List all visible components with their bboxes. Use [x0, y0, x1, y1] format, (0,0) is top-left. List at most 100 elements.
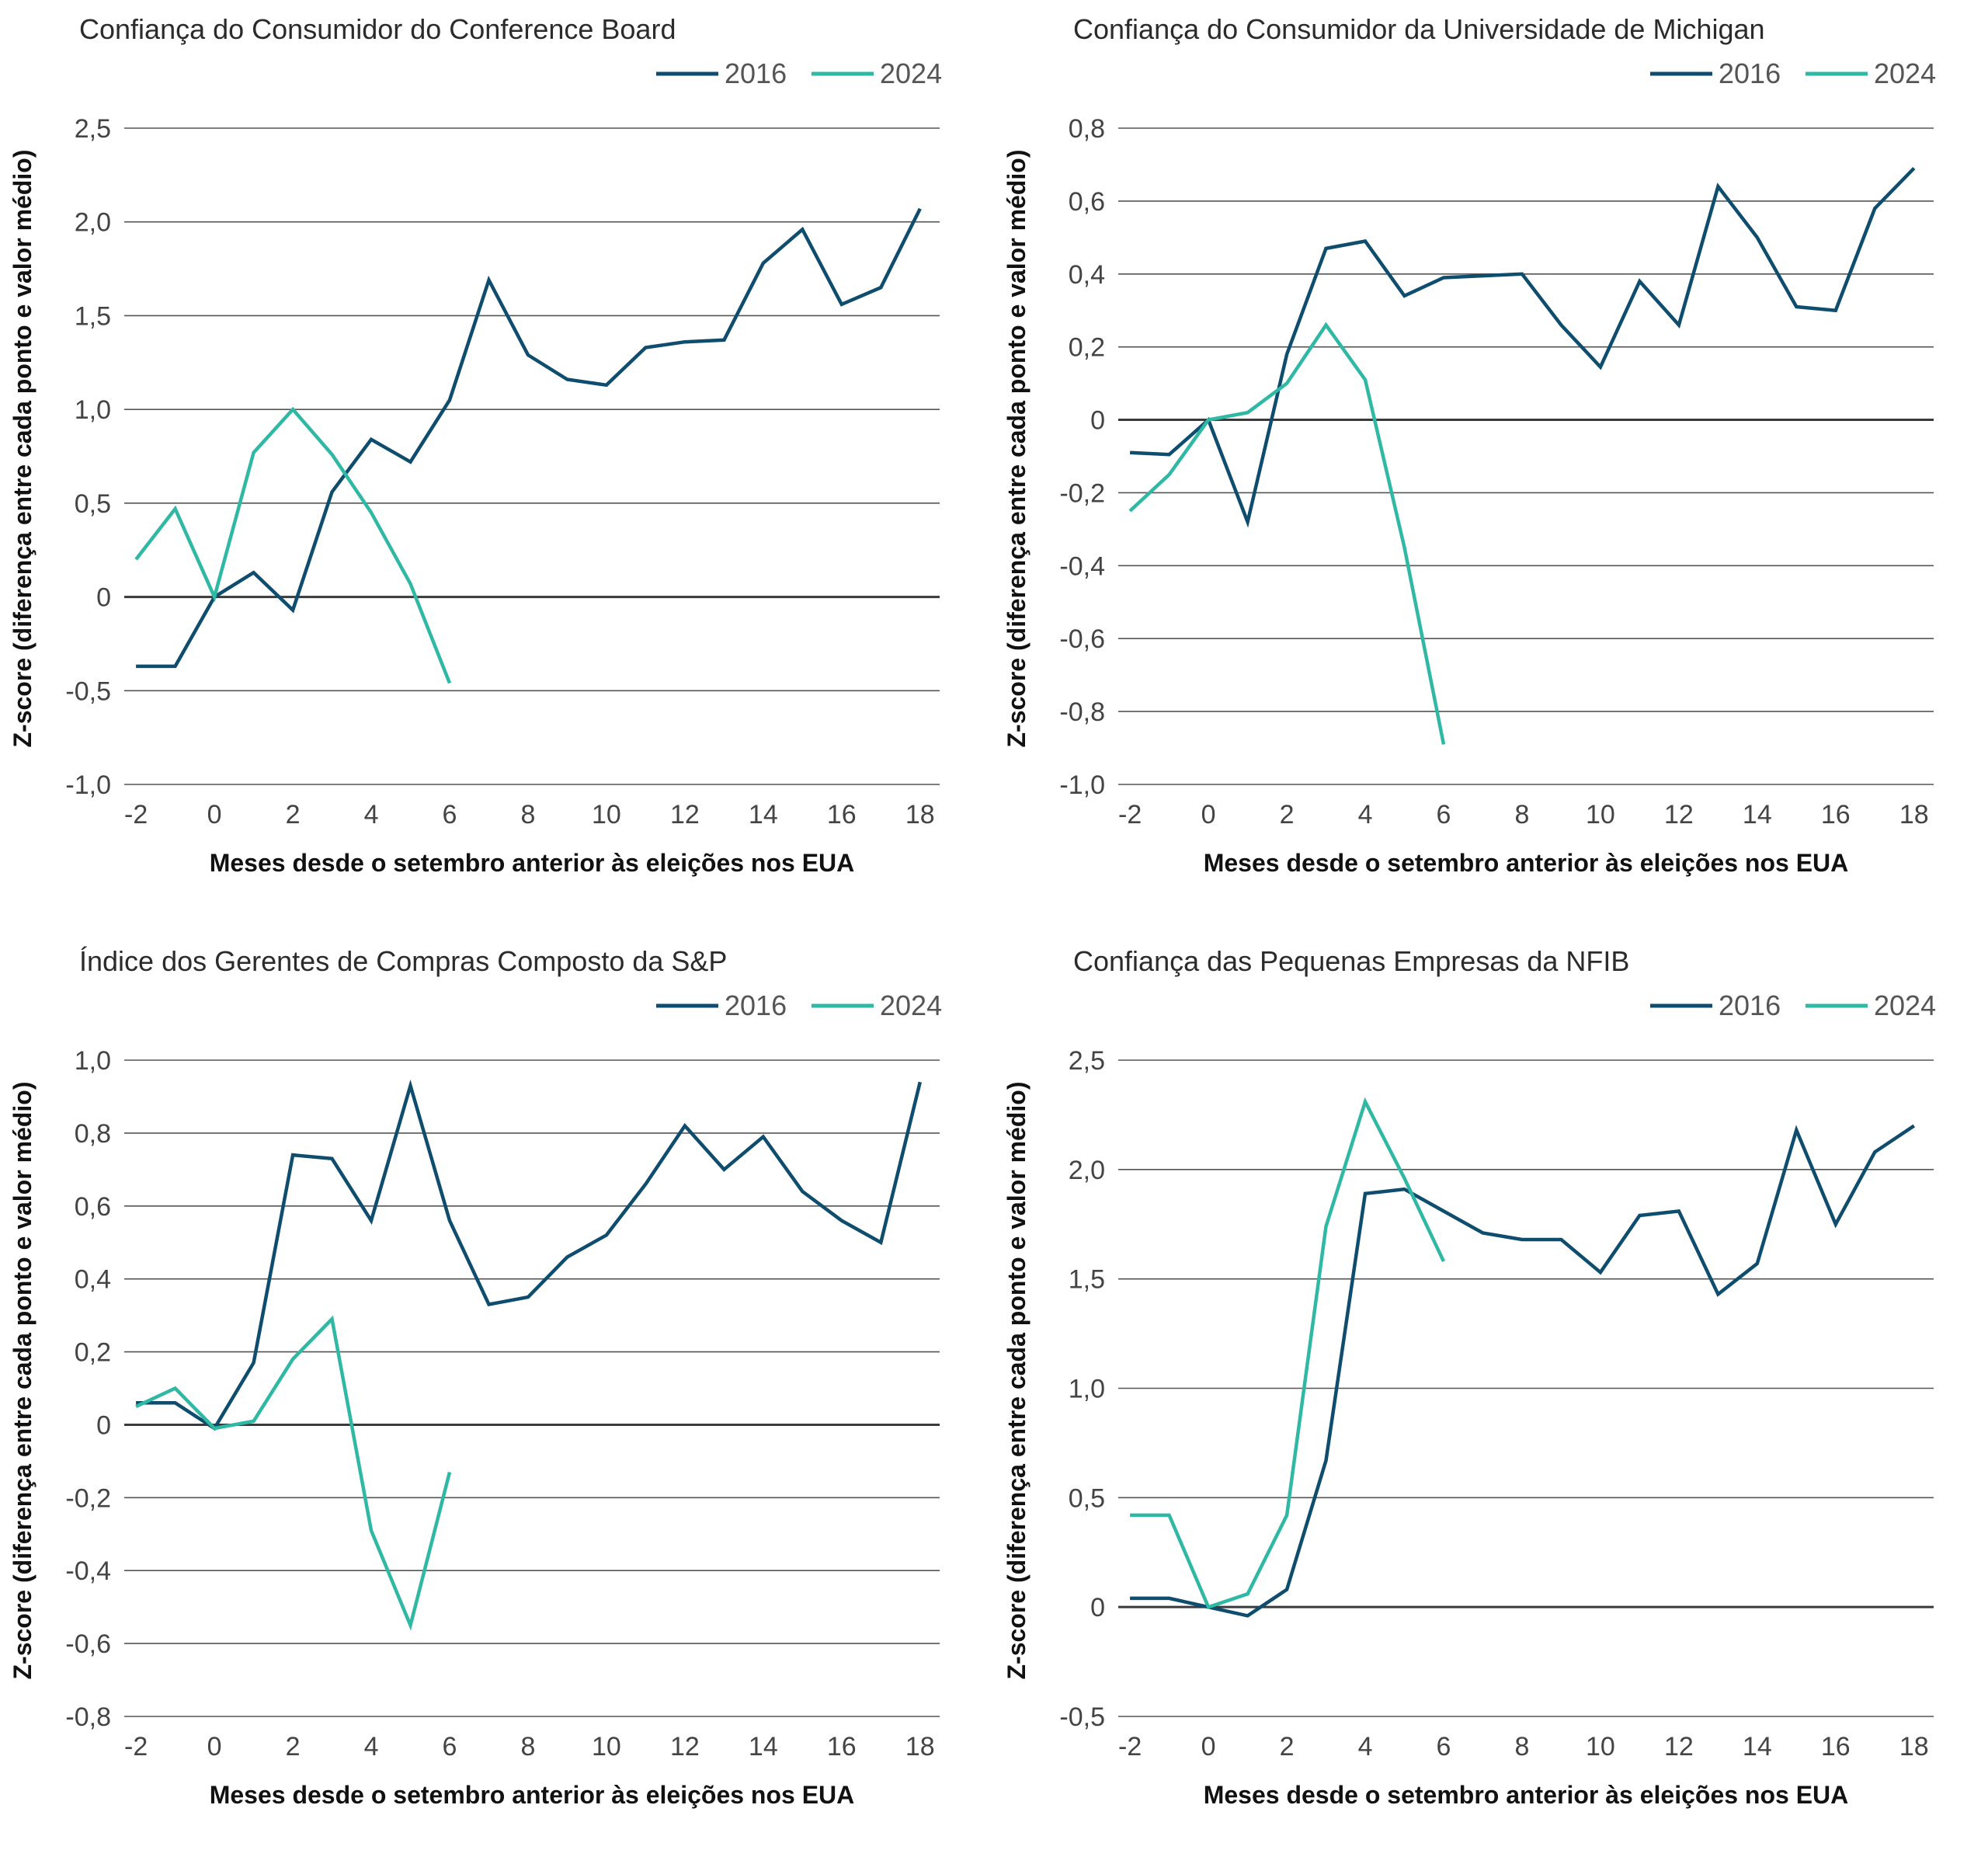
x-tick-label: 16 — [827, 800, 857, 829]
chart-svg-0: Confiança do Consumidor do Conference Bo… — [9, 13, 942, 877]
y-tick-label: 1,5 — [75, 301, 111, 331]
chart-title: Confiança das Pequenas Empresas da NFIB — [1073, 945, 1629, 977]
y-tick-label: -0,6 — [65, 1629, 111, 1659]
x-tick-label: 12 — [670, 800, 700, 829]
legend-label-2024: 2024 — [1874, 57, 1936, 89]
chart-svg-3: Confiança das Pequenas Empresas da NFIB 2… — [1003, 945, 1936, 1809]
series-line-2024 — [1130, 1097, 1446, 1609]
y-tick-label: -1,0 — [1059, 770, 1105, 800]
x-tick-label: 10 — [1586, 800, 1615, 829]
x-tick-label: 4 — [1358, 800, 1373, 829]
y-tick-label: -0,2 — [1059, 478, 1105, 508]
chart-title: Confiança do Consumidor da Universidade … — [1073, 13, 1765, 45]
y-tick-label: 0,4 — [1069, 260, 1105, 290]
x-tick-label: 4 — [364, 1732, 379, 1761]
y-tick-label: -0,4 — [1059, 551, 1105, 581]
x-tick-label: 12 — [1664, 800, 1694, 829]
legend-label-2024: 2024 — [880, 989, 942, 1021]
x-tick-label: 0 — [207, 800, 222, 829]
x-tick-label: 0 — [1201, 800, 1216, 829]
y-tick-label: 0,2 — [75, 1338, 111, 1368]
x-tick-label: 14 — [749, 1732, 778, 1761]
x-axis-title: Meses desde o setembro anterior às eleiç… — [1204, 1781, 1849, 1809]
x-tick-label: -2 — [124, 800, 148, 829]
x-tick-label: 8 — [1514, 1732, 1529, 1761]
x-tick-label: 2 — [1280, 800, 1295, 829]
x-tick-label: 8 — [520, 1732, 535, 1761]
y-tick-label: 0 — [96, 1410, 111, 1440]
x-axis-title: Meses desde o setembro anterior às eleiç… — [210, 849, 855, 877]
y-axis-title: Z-score (diferença entre cada ponto e va… — [1003, 1082, 1030, 1680]
y-tick-label: 0,8 — [1069, 114, 1105, 144]
x-tick-label: 2 — [1280, 1732, 1295, 1761]
y-tick-label: 1,0 — [75, 1046, 111, 1076]
chart-title: Índice dos Gerentes de Compras Composto … — [79, 945, 727, 977]
legend-label-2016: 2016 — [1719, 57, 1781, 89]
x-tick-label: 14 — [1743, 1732, 1772, 1761]
y-tick-label: 2,5 — [1069, 1046, 1105, 1076]
x-tick-label: 16 — [1821, 800, 1851, 829]
x-tick-label: -2 — [1118, 1732, 1142, 1761]
y-tick-label: -0,6 — [1059, 624, 1105, 654]
y-tick-label: 0,5 — [75, 489, 111, 519]
chart-panel-conference-board: Confiança do Consumidor do Conference Bo… — [0, 0, 994, 932]
y-tick-label: 0,5 — [1069, 1483, 1105, 1513]
series-line-2016 — [136, 1079, 922, 1431]
chart-svg-1: Confiança do Consumidor da Universidade … — [1003, 13, 1936, 877]
y-tick-label: 0,4 — [75, 1265, 111, 1295]
chart-panel-nfib: Confiança das Pequenas Empresas da NFIB 2… — [994, 932, 1988, 1864]
x-tick-label: 14 — [749, 800, 778, 829]
chart-panel-sp-pmi: Índice dos Gerentes de Compras Composto … — [0, 932, 994, 1864]
x-axis-title: Meses desde o setembro anterior às eleiç… — [210, 1781, 855, 1809]
y-tick-label: 0,6 — [75, 1192, 111, 1222]
chart-svg-2: Índice dos Gerentes de Compras Composto … — [9, 945, 942, 1809]
x-tick-label: -2 — [1118, 800, 1142, 829]
y-tick-label: -0,2 — [65, 1483, 111, 1513]
x-tick-label: 4 — [364, 800, 379, 829]
legend-label-2024: 2024 — [1874, 989, 1936, 1021]
y-tick-label: -0,8 — [1059, 697, 1105, 727]
x-tick-label: 0 — [207, 1732, 222, 1761]
x-tick-label: 18 — [1899, 1732, 1929, 1761]
x-tick-label: 6 — [443, 800, 457, 829]
series-line-2016 — [136, 207, 922, 669]
y-axis-title: Z-score (diferença entre cada ponto e va… — [9, 150, 36, 748]
y-tick-label: -1,0 — [65, 770, 111, 800]
y-tick-label: 0 — [96, 583, 111, 613]
x-tick-label: 6 — [443, 1732, 457, 1761]
y-tick-label: 0,6 — [1069, 187, 1105, 217]
y-tick-label: -0,4 — [65, 1556, 111, 1586]
y-axis-title: Z-score (diferença entre cada ponto e va… — [1003, 150, 1030, 748]
y-tick-label: 0,2 — [1069, 333, 1105, 363]
y-axis-title: Z-score (diferença entre cada ponto e va… — [9, 1082, 36, 1680]
x-tick-label: 10 — [1586, 1732, 1615, 1761]
x-tick-label: 18 — [1899, 800, 1929, 829]
x-tick-label: 10 — [592, 1732, 621, 1761]
chart-title: Confiança do Consumidor do Conference Bo… — [79, 13, 676, 45]
x-tick-label: 0 — [1201, 1732, 1216, 1761]
legend-label-2016: 2016 — [1719, 989, 1781, 1021]
x-tick-label: 4 — [1358, 1732, 1373, 1761]
x-tick-label: 6 — [1437, 1732, 1451, 1761]
y-tick-label: 1,0 — [75, 395, 111, 425]
x-tick-label: 8 — [1514, 800, 1529, 829]
series-line-2016 — [1130, 1124, 1916, 1618]
y-tick-label: 2,5 — [75, 114, 111, 144]
x-tick-label: 12 — [670, 1732, 700, 1761]
series-line-2016 — [1129, 167, 1916, 528]
legend-label-2016: 2016 — [725, 989, 787, 1021]
series-line-2024 — [135, 1315, 452, 1631]
y-tick-label: 0 — [1090, 1593, 1105, 1622]
y-tick-label: 1,0 — [1069, 1375, 1105, 1404]
x-tick-label: 10 — [592, 800, 621, 829]
x-tick-label: 8 — [520, 800, 535, 829]
y-tick-label: 1,5 — [1069, 1265, 1105, 1295]
y-tick-label: 2,0 — [1069, 1156, 1105, 1185]
x-tick-label: 16 — [1821, 1732, 1851, 1761]
series-line-2024 — [134, 406, 452, 684]
y-tick-label: 0,8 — [75, 1119, 111, 1149]
x-tick-label: 6 — [1437, 800, 1451, 829]
series-line-2024 — [1128, 322, 1446, 745]
x-tick-label: 12 — [1664, 1732, 1694, 1761]
x-axis-title: Meses desde o setembro anterior às eleiç… — [1204, 849, 1849, 877]
